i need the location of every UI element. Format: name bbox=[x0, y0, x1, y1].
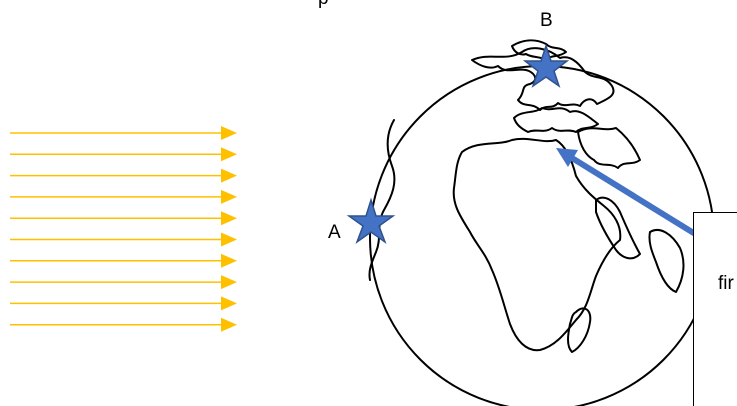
india-outline bbox=[648, 229, 685, 293]
sun-ray-arrowhead bbox=[221, 253, 237, 268]
point-b-label: B bbox=[540, 10, 553, 31]
callout-text: fir bbox=[718, 273, 734, 294]
africa-outline bbox=[452, 137, 622, 352]
sun-rays bbox=[10, 126, 237, 332]
pointer-arrowhead bbox=[556, 148, 578, 167]
sun-ray-arrowhead bbox=[221, 317, 237, 332]
earth-globe bbox=[369, 65, 715, 406]
pointer-arrow bbox=[570, 155, 707, 243]
arabia-outline bbox=[595, 196, 641, 260]
europe-outline bbox=[471, 47, 615, 111]
scandinavia-outline bbox=[511, 39, 567, 61]
continent-outlines bbox=[368, 39, 685, 353]
point-a-label: A bbox=[328, 222, 341, 243]
callout-text-box: fir bbox=[693, 212, 737, 406]
madagascar-outline bbox=[567, 307, 592, 353]
sun-ray-arrowhead bbox=[221, 147, 237, 162]
sun-ray-arrowhead bbox=[221, 168, 237, 183]
sun-ray-arrowhead bbox=[221, 126, 237, 140]
star-marker-b bbox=[522, 43, 570, 88]
star-marker-a bbox=[346, 197, 396, 245]
sun-ray-arrowhead bbox=[221, 232, 237, 247]
middle-east-outline bbox=[577, 127, 641, 169]
top-caption-fragment: p bbox=[318, 0, 329, 8]
sun-ray-arrowhead bbox=[221, 296, 237, 311]
sun-ray-arrowhead bbox=[221, 211, 237, 226]
sun-ray-arrowhead bbox=[221, 189, 237, 204]
sun-ray-arrowhead bbox=[221, 275, 237, 290]
south-america-edge-outline bbox=[368, 119, 396, 281]
